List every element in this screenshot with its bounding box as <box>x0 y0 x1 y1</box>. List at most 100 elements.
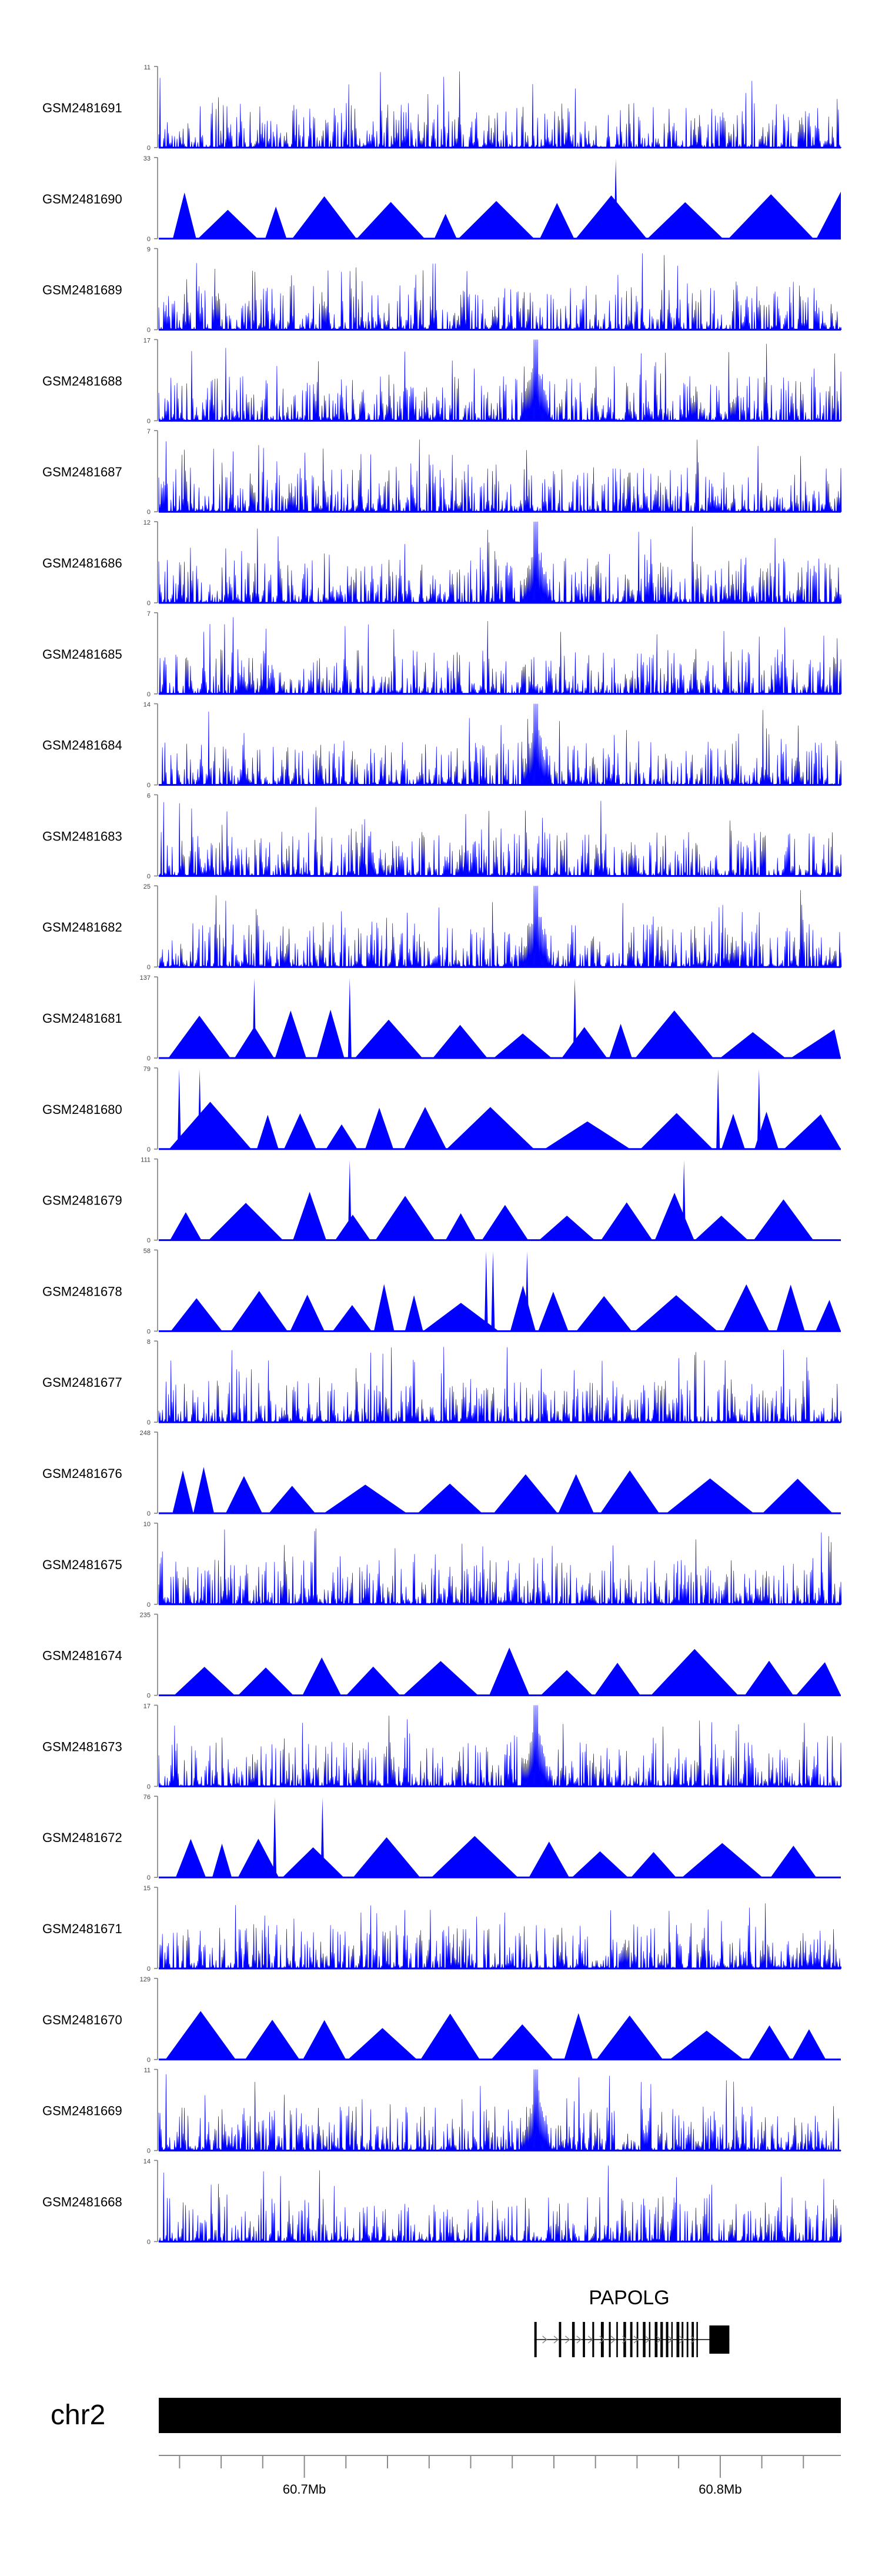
track-y-max-label: 11 <box>144 2067 151 2074</box>
track-y-min-label: 0 <box>147 509 151 516</box>
track-label: GSM2481690 <box>42 192 122 206</box>
track-label: GSM2481684 <box>42 738 122 753</box>
coverage-signal <box>159 1009 853 1058</box>
track-y-min-label: 0 <box>147 418 151 425</box>
coverage-signal <box>158 886 842 968</box>
track-GSM2481678: GSM2481678 58 0 <box>42 1247 850 1335</box>
track-y-min-label: 0 <box>147 236 151 243</box>
coverage-spike <box>525 1251 529 1332</box>
coverage-spike <box>484 1251 488 1332</box>
coverage-signal <box>158 1705 842 1787</box>
track-GSM2481674: GSM2481674 235 0 <box>42 1612 848 1700</box>
genome-axis: 60.7Mb 60.8Mb <box>159 2455 841 2497</box>
track-label: GSM2481680 <box>42 1102 122 1117</box>
track-y-min-label: 0 <box>147 1328 151 1335</box>
track-GSM2481675: GSM2481675 10 0 <box>42 1521 842 1609</box>
coverage-signal <box>158 1347 842 1423</box>
gene-exon <box>696 2322 698 2357</box>
gene-exon <box>609 2322 611 2357</box>
track-GSM2481680: GSM2481680 79 0 <box>42 1066 843 1153</box>
gene-exon <box>686 2322 689 2357</box>
track-y-max-label: 7 <box>147 428 151 435</box>
track-y-max-label: 6 <box>147 792 151 799</box>
axis-tick-label: 60.7Mb <box>283 2482 326 2497</box>
track-label: GSM2481673 <box>42 1739 122 1754</box>
coverage-spike <box>198 1069 202 1149</box>
track-label: GSM2481686 <box>42 556 122 570</box>
track-GSM2481686: GSM2481686 12 0 <box>42 519 842 607</box>
coverage-signal <box>158 521 842 604</box>
gene-exon <box>666 2322 669 2357</box>
track-GSM2481691: GSM2481691 11 0 <box>42 64 842 152</box>
track-y-max-label: 17 <box>143 337 151 344</box>
track-y-max-label: 79 <box>143 1066 151 1073</box>
track-y-max-label: 12 <box>143 519 151 526</box>
track-y-min-label: 0 <box>147 1237 151 1244</box>
gene-strand-arrow <box>690 2335 696 2344</box>
track-GSM2481687: GSM2481687 7 0 <box>42 428 842 516</box>
track-y-max-label: 137 <box>140 975 151 982</box>
track-label: GSM2481677 <box>42 1375 122 1390</box>
gene-strand-arrow <box>587 2335 593 2344</box>
coverage-signal <box>159 1102 843 1149</box>
track-y-min-label: 0 <box>147 1783 151 1790</box>
track-y-max-label: 58 <box>143 1247 151 1254</box>
coverage-spike <box>177 1069 181 1149</box>
coverage-signal <box>158 253 842 331</box>
gene-exon <box>643 2322 646 2357</box>
coverage-spike <box>491 1251 495 1332</box>
coverage-spike <box>273 1797 277 1878</box>
track-label: GSM2481676 <box>42 1466 122 1481</box>
coverage-signal <box>159 1903 842 1970</box>
track-GSM2481669: GSM2481669 11 0 <box>42 2067 842 2155</box>
track-y-min-label: 0 <box>147 873 151 880</box>
track-label: GSM2481691 <box>42 101 122 115</box>
track-GSM2481668: GSM2481668 14 0 <box>42 2158 842 2245</box>
track-y-min-label: 0 <box>147 1601 151 1609</box>
gene-exon <box>600 2322 604 2357</box>
track-label: GSM2481681 <box>42 1011 122 1026</box>
coverage-signal <box>158 2069 842 2151</box>
coverage-signal <box>159 2011 841 2060</box>
track-label: GSM2481689 <box>42 283 122 298</box>
track-y-max-label: 14 <box>143 2158 151 2165</box>
gene-exon <box>534 2322 537 2357</box>
track-y-max-label: 129 <box>140 1976 151 1983</box>
track-label: GSM2481678 <box>42 1284 122 1299</box>
track-GSM2481683: GSM2481683 6 0 <box>42 792 842 880</box>
track-y-min-label: 0 <box>147 2238 151 2245</box>
gene-exon <box>623 2322 626 2357</box>
track-y-min-label: 0 <box>147 1966 151 1973</box>
chromosome-track: chr2 <box>51 2398 841 2433</box>
track-GSM2481690: GSM2481690 33 0 <box>42 155 842 243</box>
gene-strand-arrow <box>679 2335 684 2344</box>
gene-exon <box>616 2322 618 2357</box>
track-y-min-label: 0 <box>147 600 151 607</box>
gene-strand-arrow <box>599 2335 604 2344</box>
coverage-spike <box>614 158 618 239</box>
track-y-max-label: 15 <box>143 1885 151 1892</box>
gene-strand-arrow <box>576 2335 582 2344</box>
track-GSM2481671: GSM2481671 15 0 <box>42 1885 842 1973</box>
coverage-signal <box>158 339 842 422</box>
track-y-max-label: 111 <box>141 1157 151 1164</box>
track-y-max-label: 25 <box>143 883 151 890</box>
track-y-min-label: 0 <box>147 691 151 698</box>
coverage-spike <box>573 978 577 1058</box>
track-y-max-label: 76 <box>143 1794 151 1801</box>
gene-strand-arrow <box>633 2335 639 2344</box>
track-y-max-label: 14 <box>143 702 151 709</box>
track-y-min-label: 0 <box>147 1874 151 1881</box>
track-y-min-label: 0 <box>147 964 151 971</box>
gene-strand-arrow <box>622 2335 627 2344</box>
coverage-signal <box>158 1528 842 1605</box>
track-y-min-label: 0 <box>147 145 151 152</box>
track-y-max-label: 17 <box>143 1703 151 1710</box>
coverage-spike <box>320 1797 325 1878</box>
coverage-signal <box>158 2165 842 2243</box>
track-GSM2481677: GSM2481677 8 0 <box>42 1339 842 1426</box>
track-y-max-label: 8 <box>147 1339 151 1346</box>
chromosome-ideogram <box>159 2398 841 2433</box>
gene-exon <box>583 2322 585 2357</box>
track-GSM2481685: GSM2481685 7 0 <box>42 610 842 698</box>
